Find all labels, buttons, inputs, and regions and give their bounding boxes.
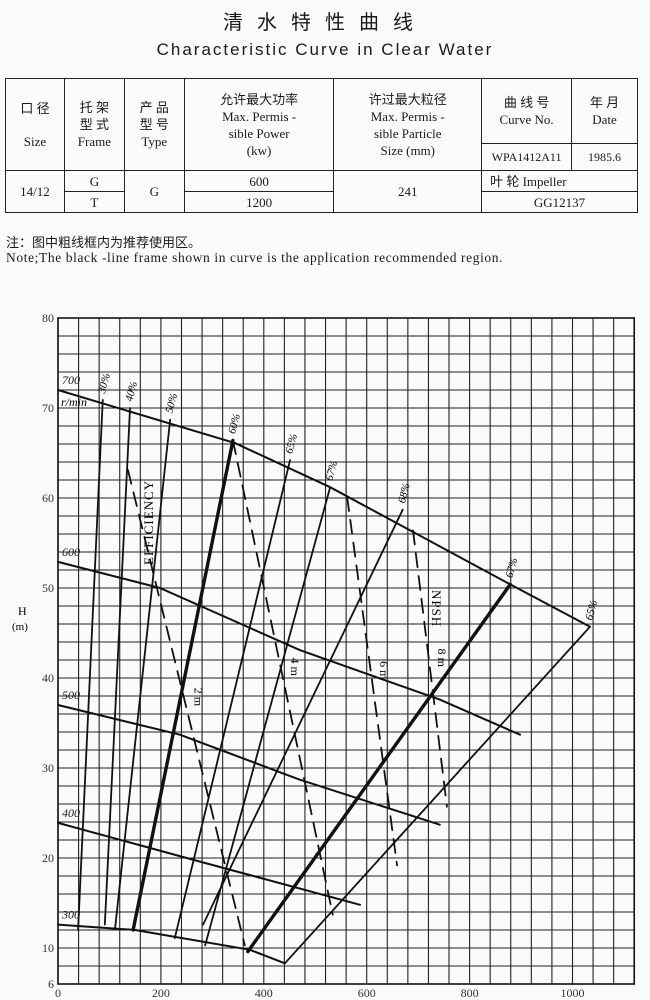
power-value-2: 1200 bbox=[183, 191, 335, 213]
frame-header-cn1: 托 架 bbox=[79, 100, 110, 115]
type-header-en: Type bbox=[141, 134, 168, 149]
title-en: Characteristic Curve in Clear Water bbox=[156, 40, 494, 59]
npsh-value-label: 4 m bbox=[288, 658, 302, 677]
type-header: 产 品型 号 Type bbox=[123, 78, 185, 171]
particle-header-cn: 许过最大粒径 bbox=[368, 91, 447, 107]
speed-curve-500 bbox=[57, 704, 441, 826]
speed-unit-label: r/min bbox=[61, 395, 87, 409]
frame-header-cn2: 型 式 bbox=[79, 117, 110, 132]
efficiency-line-50 bbox=[114, 418, 172, 930]
y-tick-label: 70 bbox=[42, 401, 54, 415]
y-tick-label: 20 bbox=[42, 851, 54, 865]
y-tick-label: 40 bbox=[42, 671, 54, 685]
efficiency-axis-label: EFFICIENCY bbox=[141, 480, 156, 565]
speed-label: 300 bbox=[61, 908, 80, 922]
efficiency-line-68 bbox=[202, 508, 404, 926]
power-header-unit: (kw) bbox=[246, 142, 272, 158]
date-header: 年 月 Date bbox=[571, 78, 638, 144]
npsh-line-4m bbox=[232, 439, 334, 916]
particle-header-unit: Size (mm) bbox=[380, 142, 435, 158]
frame-header: 托 架型 式 Frame bbox=[63, 78, 125, 171]
speed-curve-400 bbox=[57, 821, 362, 906]
efficiency-label: 60% bbox=[226, 413, 243, 436]
y-tick-label: 6 bbox=[48, 977, 54, 991]
y-tick-label: 50 bbox=[42, 581, 54, 595]
x-tick-label: 0 bbox=[55, 986, 61, 1000]
curve-no-header: 曲 线 号 Curve No. bbox=[481, 78, 573, 144]
curve-no-header-en: Curve No. bbox=[499, 112, 554, 127]
frame-value-2: T bbox=[63, 191, 125, 213]
type-header-cn2: 型 号 bbox=[139, 117, 169, 132]
efficiency-line-65 bbox=[173, 459, 291, 939]
efficiency-line-30 bbox=[77, 398, 104, 931]
efficiency-label: 67% bbox=[323, 459, 340, 482]
x-tick-label: 200 bbox=[152, 986, 170, 1000]
curve-no-header-cn: 曲 线 号 bbox=[503, 95, 550, 110]
particle-header-en1: Max. Permis - bbox=[370, 108, 445, 124]
npsh-line-8m bbox=[412, 529, 448, 808]
y-axis-unit: (m) bbox=[12, 621, 28, 633]
efficiency-label: 65% bbox=[583, 599, 600, 622]
power-header: 允许最大功率 Max. Permis - sible Power (kw) bbox=[183, 78, 335, 171]
npsh-value-label: 6 m bbox=[377, 661, 391, 680]
plot-frame bbox=[57, 317, 636, 985]
efficiency-label: 67% bbox=[504, 557, 521, 580]
impeller-label: 叶 轮 Impeller bbox=[481, 170, 638, 192]
efficiency-line-67 bbox=[246, 582, 512, 954]
y-axis-label: H bbox=[18, 604, 27, 618]
frame-header-en: Frame bbox=[77, 134, 111, 149]
y-tick-label: 60 bbox=[42, 491, 54, 505]
power-header-en1: Max. Permis - bbox=[222, 108, 297, 124]
efficiency-label: 30% bbox=[96, 372, 113, 396]
power-header-en2: sible Power bbox=[228, 125, 290, 141]
efficiency-label: 50% bbox=[163, 392, 180, 415]
note-en: Note;The black -line frame shown in curv… bbox=[6, 250, 504, 265]
efficiency-label: 68% bbox=[396, 482, 413, 505]
particle-header-en2: sible Particle bbox=[373, 125, 442, 141]
x-tick-label: 800 bbox=[461, 986, 479, 1000]
efficiency-line-65 bbox=[283, 625, 591, 965]
particle-header: 许过最大粒径 Max. Permis - sible Particle Size (m… bbox=[333, 78, 483, 171]
y-tick-label: 80 bbox=[42, 311, 54, 325]
size-header-cn: 口 径 bbox=[20, 100, 50, 116]
x-tick-label: 600 bbox=[358, 986, 376, 1000]
npsh-value-label: 8 m bbox=[435, 649, 449, 668]
spec-table: 口 径 Size 托 架型 式 Frame 产 品型 号 Type 允许最大功率 Max… bbox=[5, 78, 638, 213]
efficiency-line-67 bbox=[204, 486, 332, 947]
impeller-value: GG12137 bbox=[481, 191, 638, 213]
speed-curve-600 bbox=[57, 560, 522, 736]
curve-no-value: WPA1412A11 bbox=[481, 143, 573, 171]
date-value: 1985.6 bbox=[571, 143, 638, 171]
x-tick-label: 400 bbox=[255, 986, 273, 1000]
speed-label: 500 bbox=[62, 688, 80, 702]
y-tick-label: 30 bbox=[42, 761, 54, 775]
efficiency-line-40 bbox=[103, 407, 131, 926]
speed-label: 400 bbox=[62, 806, 80, 820]
npsh-line-2m bbox=[127, 469, 246, 947]
efficiency-line-60 bbox=[131, 438, 235, 932]
x-tick-label: 1000 bbox=[561, 986, 585, 1000]
note-cn: 注：图中粗线框内为推荐使用区。 bbox=[6, 236, 202, 251]
npsh-value-label: 2 m bbox=[191, 688, 205, 707]
efficiency-label: 65% bbox=[283, 432, 300, 455]
size-value: 14/12 bbox=[5, 170, 65, 213]
speed-label: 600 bbox=[62, 545, 80, 559]
size-header-en: Size bbox=[23, 133, 47, 149]
efficiency-label: 40% bbox=[123, 380, 140, 403]
type-header-cn1: 产 品 bbox=[139, 100, 169, 115]
y-tick-label: 10 bbox=[42, 941, 54, 955]
power-header-cn: 允许最大功率 bbox=[220, 91, 299, 107]
title-cn: 清水特性曲线 bbox=[223, 10, 427, 34]
particle-value: 241 bbox=[333, 170, 483, 213]
speed-curve-300 bbox=[57, 923, 286, 965]
date-header-cn: 年 月 bbox=[589, 95, 620, 110]
npsh-line-6m bbox=[346, 496, 398, 867]
speed-label: 700 bbox=[62, 373, 80, 387]
type-value: G bbox=[123, 170, 185, 213]
date-header-en: Date bbox=[592, 112, 617, 127]
npsh-axis-label: NPSH bbox=[429, 590, 444, 627]
